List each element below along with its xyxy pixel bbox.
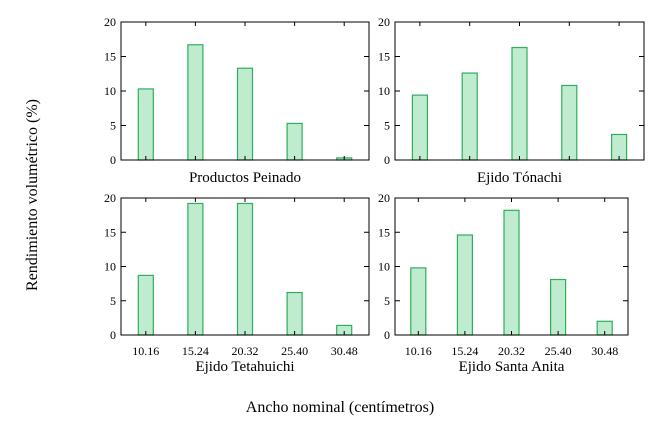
- x-tick-label: 15.24: [182, 344, 209, 358]
- y-tick-label: 15: [104, 50, 116, 64]
- x-tick-label: 30.48: [591, 344, 618, 358]
- y-tick-label: 0: [110, 153, 116, 167]
- chart-panel-2: 0 5 10 15 20 Ejido Tónachi: [378, 15, 645, 186]
- x-tick-label: 15.24: [451, 344, 478, 358]
- x-axis-title: Ancho nominal (centímetros): [246, 399, 434, 416]
- panel-title: Productos Peinado: [189, 170, 301, 186]
- y-tick-label: 0: [384, 153, 390, 167]
- bar-25.40: [286, 122, 303, 161]
- y-tick-label: 10: [378, 260, 390, 274]
- x-tick-label: 25.40: [545, 344, 572, 358]
- y-tick-label: 5: [110, 119, 116, 133]
- y-tick-label: 10: [104, 260, 116, 274]
- bar-20.32: [236, 202, 254, 336]
- y-tick-label: 10: [104, 84, 116, 98]
- x-tick-label: 20.32: [232, 344, 259, 358]
- bar-15.24: [456, 234, 473, 336]
- bar-20.32: [503, 209, 520, 336]
- bar-15.24: [187, 202, 204, 336]
- y-tick-label: 10: [378, 84, 390, 98]
- y-axis-title: Rendimiento volumétrico (%): [24, 99, 41, 291]
- y-tick-label: 5: [384, 294, 390, 308]
- chart-panel-1: 0 5 10 15 20 Productos Peinado: [104, 15, 370, 186]
- y-tick-label: 20: [104, 15, 116, 29]
- y-tick-label: 15: [378, 50, 390, 64]
- bar-15.24: [461, 72, 478, 161]
- x-tick-label: 30.48: [331, 344, 358, 358]
- y-tick-label: 5: [384, 119, 390, 133]
- y-tick-label: 0: [384, 328, 390, 342]
- bar-25.40: [286, 291, 303, 336]
- y-tick-label: 15: [104, 225, 116, 239]
- y-tick-label: 0: [110, 328, 116, 342]
- bar-10.16: [137, 88, 154, 161]
- x-tick-label: 10.16: [132, 344, 159, 358]
- y-tick-label: 20: [378, 15, 390, 29]
- x-tick-label: 10.16: [405, 344, 432, 358]
- bar-15.24: [187, 44, 204, 161]
- y-tick-label: 20: [378, 191, 390, 205]
- panel-title: Ejido Santa Anita: [459, 359, 565, 375]
- bar-25.40: [561, 84, 578, 161]
- chart-panel-4: 0 5 10 15 20 10.16 15.24 20.32 25.40 30.48 Ejido S…: [378, 191, 629, 375]
- panel-title: Ejido Tónachi: [477, 170, 562, 186]
- chart-panels: 0 5 10 15 20 Productos Peinado 0 5 10 15 20 Ejido T…: [104, 15, 645, 375]
- chart-panel-3: 0 5 10 15 20 10.16 15.24 20.32 25.40 30.48 Ejido T…: [104, 191, 370, 375]
- bar-10.16: [137, 274, 154, 336]
- panel-title: Ejido Tetahuichi: [195, 359, 294, 375]
- x-tick-label: 25.40: [281, 344, 308, 358]
- bar-25.40: [549, 278, 567, 336]
- y-tick-label: 20: [104, 191, 116, 205]
- bar-20.32: [511, 46, 528, 161]
- bar-10.16: [410, 267, 427, 336]
- bar-20.32: [236, 67, 254, 161]
- x-tick-label: 20.32: [498, 344, 525, 358]
- y-tick-label: 5: [110, 294, 116, 308]
- y-tick-label: 15: [378, 225, 390, 239]
- bar-10.16: [411, 94, 428, 161]
